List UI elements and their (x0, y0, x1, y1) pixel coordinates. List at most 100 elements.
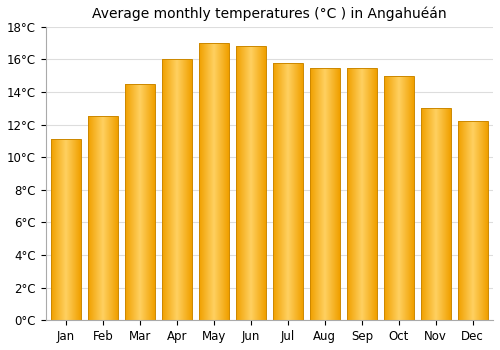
Bar (167, 60, 168, 320)
Bar (322, 68, 323, 320)
Bar (485, 121, 486, 320)
Bar (346, 68, 377, 320)
Bar (288, 63, 289, 320)
Bar (174, 60, 175, 320)
Bar (162, 60, 192, 320)
Bar (255, 46, 256, 320)
Bar (222, 43, 223, 320)
Bar (367, 68, 368, 320)
Bar (295, 63, 296, 320)
Bar (399, 76, 400, 320)
Bar (276, 63, 277, 320)
Bar (445, 108, 446, 320)
Bar (131, 84, 132, 320)
Bar (327, 68, 328, 320)
Bar (249, 46, 250, 320)
Bar (162, 60, 163, 320)
Bar (91, 117, 92, 320)
Bar (484, 121, 485, 320)
Bar (339, 68, 340, 320)
Bar (335, 68, 336, 320)
Bar (179, 60, 180, 320)
Bar (458, 121, 488, 320)
Bar (226, 43, 227, 320)
Bar (472, 121, 474, 320)
Bar (476, 121, 477, 320)
Bar (265, 46, 266, 320)
Bar (72, 139, 73, 320)
Bar (204, 43, 205, 320)
Bar (283, 63, 284, 320)
Bar (89, 117, 90, 320)
Bar (102, 117, 103, 320)
Bar (396, 76, 397, 320)
Bar (171, 60, 172, 320)
Bar (428, 108, 430, 320)
Bar (407, 76, 408, 320)
Bar (375, 68, 376, 320)
Bar (411, 76, 412, 320)
Bar (133, 84, 134, 320)
Bar (246, 46, 247, 320)
Bar (103, 117, 104, 320)
Bar (310, 68, 312, 320)
Bar (215, 43, 216, 320)
Bar (430, 108, 432, 320)
Bar (61, 139, 62, 320)
Bar (99, 117, 100, 320)
Bar (482, 121, 483, 320)
Bar (289, 63, 290, 320)
Bar (163, 60, 164, 320)
Bar (299, 63, 300, 320)
Bar (369, 68, 370, 320)
Bar (67, 139, 68, 320)
Bar (257, 46, 258, 320)
Bar (213, 43, 214, 320)
Bar (71, 139, 72, 320)
Bar (115, 117, 116, 320)
Bar (97, 117, 98, 320)
Bar (209, 43, 210, 320)
Bar (361, 68, 362, 320)
Bar (321, 68, 322, 320)
Bar (287, 63, 288, 320)
Bar (107, 117, 108, 320)
Bar (368, 68, 369, 320)
Bar (221, 43, 222, 320)
Bar (214, 43, 215, 320)
Bar (69, 139, 70, 320)
Bar (294, 63, 295, 320)
Bar (346, 68, 348, 320)
Bar (184, 60, 185, 320)
Bar (111, 117, 112, 320)
Bar (409, 76, 410, 320)
Bar (125, 84, 126, 320)
Bar (434, 108, 435, 320)
Bar (440, 108, 441, 320)
Bar (207, 43, 208, 320)
Bar (333, 68, 334, 320)
Bar (92, 117, 93, 320)
Bar (219, 43, 220, 320)
Bar (337, 68, 338, 320)
Bar (134, 84, 135, 320)
Bar (58, 139, 59, 320)
Bar (225, 43, 226, 320)
Bar (420, 108, 422, 320)
Bar (183, 60, 184, 320)
Bar (113, 117, 114, 320)
Bar (104, 117, 105, 320)
Bar (487, 121, 488, 320)
Bar (426, 108, 428, 320)
Bar (181, 60, 182, 320)
Bar (318, 68, 319, 320)
Bar (432, 108, 434, 320)
Bar (359, 68, 360, 320)
Bar (302, 63, 303, 320)
Bar (128, 84, 129, 320)
Bar (180, 60, 181, 320)
Bar (410, 76, 411, 320)
Bar (51, 139, 52, 320)
Bar (400, 76, 401, 320)
Bar (293, 63, 294, 320)
